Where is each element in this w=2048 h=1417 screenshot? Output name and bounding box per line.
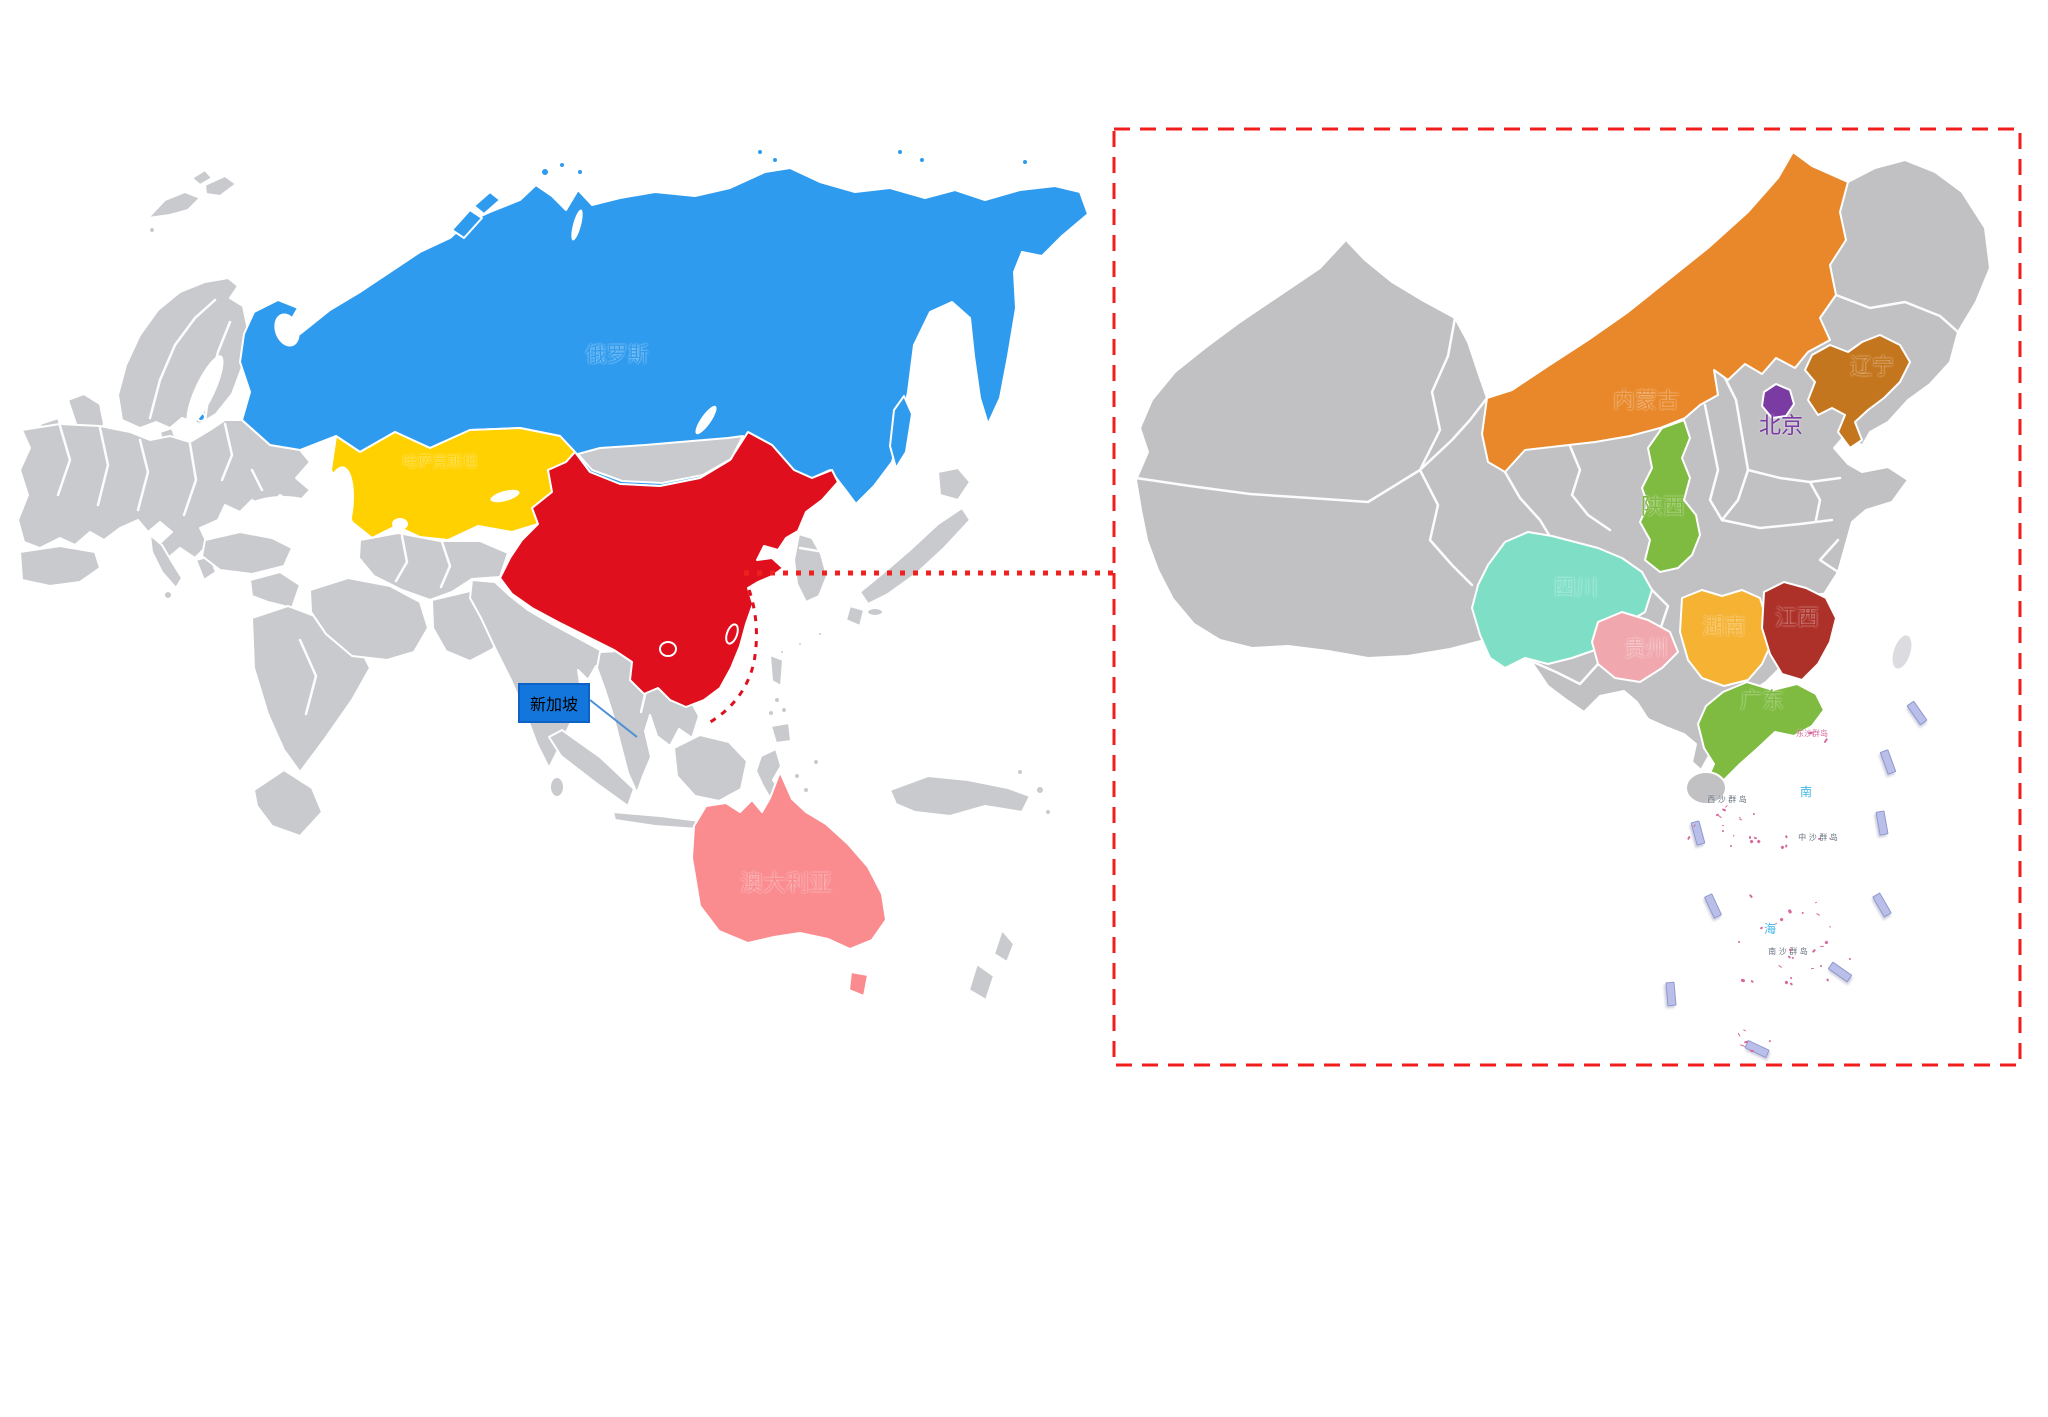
region-korea [793,533,828,603]
inset-border [1112,127,2022,1067]
inset-hainan [1685,771,1727,805]
inset-china-base [1135,151,1991,771]
singapore-callout-line [589,699,638,738]
region-philippines [769,654,784,687]
region-anatolia [201,531,293,575]
region-sakhalin [889,395,913,469]
province-guizhou[interactable] [1591,611,1679,683]
province-shaanxi[interactable] [1639,419,1701,573]
region-japan-hokkaido [937,467,971,501]
province-beijing[interactable] [1761,383,1795,419]
region-svalbard [191,169,213,186]
region-java [612,811,701,830]
province-neimenggu[interactable] [1481,151,1849,473]
nine-dash-line-left [706,565,758,726]
region-tasmania [848,971,869,997]
region-japan-honshu [859,507,971,605]
province-jiangxi[interactable] [1761,581,1837,681]
russia-arctic-islands [196,148,1029,469]
region-india [469,579,615,769]
inset-china-map [1134,151,1991,805]
world-gray-overlays [577,435,971,655]
singapore-callout[interactable]: 新加坡 [518,683,590,723]
region-japan-kyushu [845,605,865,627]
country-china[interactable] [499,431,839,708]
singapore-callout-label: 新加坡 [529,695,578,714]
region-mongolia [577,435,744,484]
region-levant [249,571,301,609]
region-borneo [673,734,748,802]
province-hunan[interactable] [1679,589,1773,687]
region-iberia [19,545,101,587]
country-australia[interactable] [691,771,887,950]
inset-taiwan [1891,633,1913,671]
region-iran [309,577,429,661]
province-liaoning[interactable] [1804,334,1911,449]
region-hainan [659,641,677,657]
region-new-zealand [993,929,1015,963]
water-overlays [186,209,717,554]
region-new-guinea [889,775,1031,817]
region-taiwan [725,623,739,645]
region-svalbard [204,175,237,197]
region-europe [17,419,311,559]
region-sumatra [548,729,635,807]
region-scandinavia [117,277,249,429]
province-guangdong[interactable] [1697,681,1825,791]
region-horn-of-africa [253,769,323,837]
region-italy [149,534,183,589]
region-new-zealand [968,963,995,1001]
region-svalbard [147,191,201,219]
region-central-asia [358,532,509,601]
region-philippines [770,722,792,744]
